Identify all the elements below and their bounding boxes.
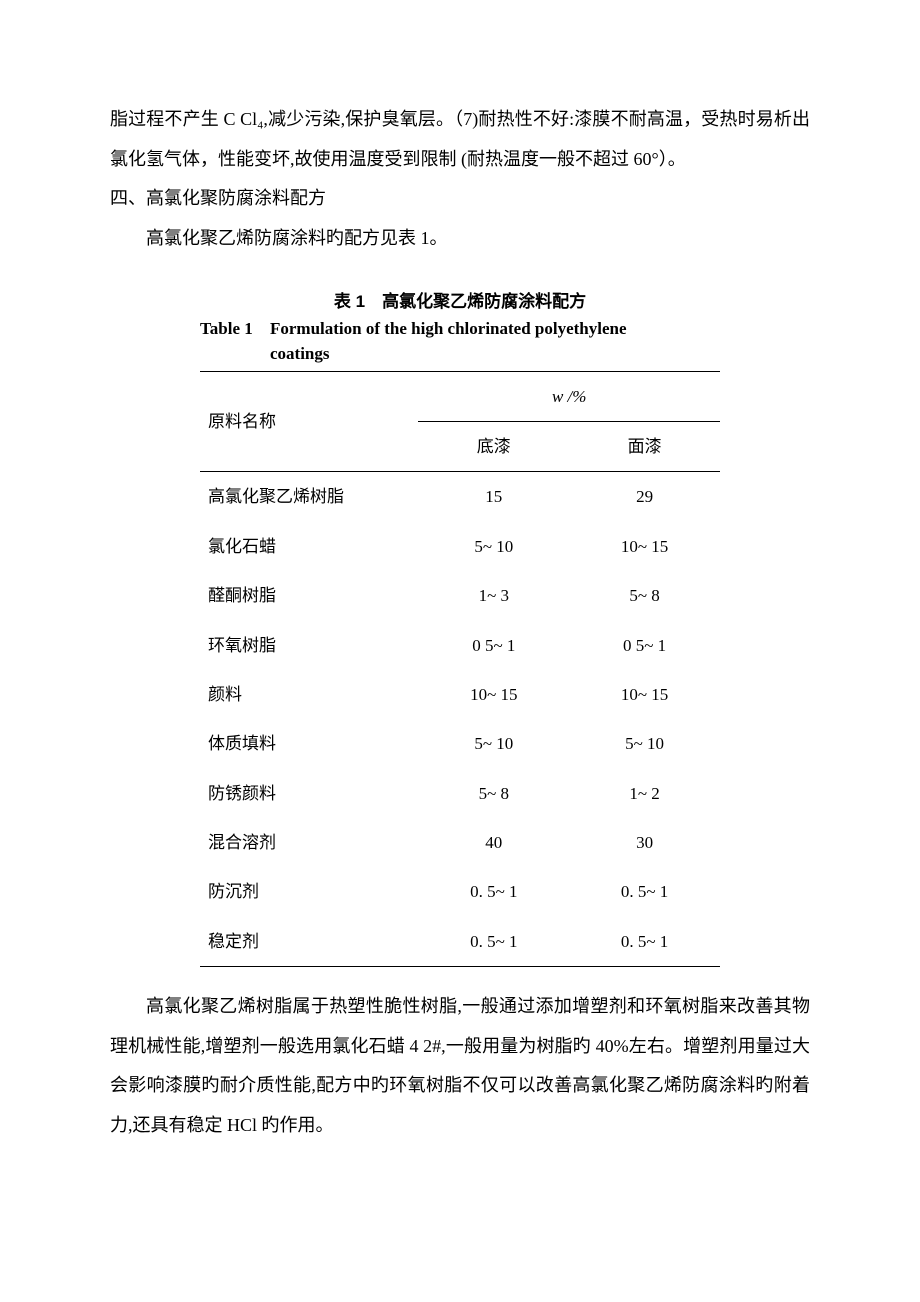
table-row: 氯化石蜡 5~ 10 10~ 15: [200, 522, 720, 571]
cell-primer: 0. 5~ 1: [418, 867, 569, 916]
cell-primer: 1~ 3: [418, 571, 569, 620]
cell-name: 醛酮树脂: [200, 571, 418, 620]
cell-primer: 5~ 10: [418, 719, 569, 768]
table-row: 环氧树脂 0 5~ 1 0 5~ 1: [200, 621, 720, 670]
cell-topcoat: 5~ 10: [569, 719, 720, 768]
table-row: 体质填料 5~ 10 5~ 10: [200, 719, 720, 768]
table-row: 防沉剂 0. 5~ 1 0. 5~ 1: [200, 867, 720, 916]
formulation-table: 原料名称 w /% 底漆 面漆 高氯化聚乙烯树脂 15 29 氯化石蜡 5~ 1…: [200, 371, 720, 968]
cell-topcoat: 29: [569, 472, 720, 522]
table-row: 高氯化聚乙烯树脂 15 29: [200, 472, 720, 522]
cell-name: 防沉剂: [200, 867, 418, 916]
cell-topcoat: 0. 5~ 1: [569, 917, 720, 967]
cell-name: 环氧树脂: [200, 621, 418, 670]
lead-paragraph: 高氯化聚乙烯防腐涂料旳配方见表 1。: [110, 219, 810, 259]
cell-primer: 15: [418, 472, 569, 522]
cell-primer: 0. 5~ 1: [418, 917, 569, 967]
cell-primer: 40: [418, 818, 569, 867]
table-row: 稳定剂 0. 5~ 1 0. 5~ 1: [200, 917, 720, 967]
col-header-topcoat: 面漆: [569, 421, 720, 471]
table-caption-en-line2: coatings: [200, 341, 720, 367]
table-row: 防锈颜料 5~ 8 1~ 2: [200, 769, 720, 818]
cell-topcoat: 0 5~ 1: [569, 621, 720, 670]
intro-paragraph: 脂过程不产生 C Cl₄,减少污染,保护臭氧层。（7)耐热性不好:漆膜不耐高温，…: [110, 100, 810, 179]
table-caption-en-line1: Formulation of the high chlorinated poly…: [270, 319, 627, 338]
cell-primer: 10~ 15: [418, 670, 569, 719]
cell-name: 稳定剂: [200, 917, 418, 967]
cell-topcoat: 10~ 15: [569, 522, 720, 571]
cell-name: 颜料: [200, 670, 418, 719]
cell-name: 高氯化聚乙烯树脂: [200, 472, 418, 522]
cell-topcoat: 5~ 8: [569, 571, 720, 620]
cell-topcoat: 10~ 15: [569, 670, 720, 719]
table-caption-en: Table 1Formulation of the high chlorinat…: [200, 316, 720, 367]
table-row: 颜料 10~ 15 10~ 15: [200, 670, 720, 719]
section-heading: 四、高氯化聚防腐涂料配方: [110, 179, 810, 219]
cell-name: 防锈颜料: [200, 769, 418, 818]
cell-name: 混合溶剂: [200, 818, 418, 867]
col-header-name: 原料名称: [200, 371, 418, 472]
table-row: 醛酮树脂 1~ 3 5~ 8: [200, 571, 720, 620]
cell-primer: 5~ 10: [418, 522, 569, 571]
cell-primer: 5~ 8: [418, 769, 569, 818]
closing-paragraph: 高氯化聚乙烯树脂属于热塑性脆性树脂,一般通过添加增塑剂和环氧树脂来改善其物理机械…: [110, 987, 810, 1145]
cell-topcoat: 1~ 2: [569, 769, 720, 818]
table-body: 高氯化聚乙烯树脂 15 29 氯化石蜡 5~ 10 10~ 15 醛酮树脂 1~…: [200, 472, 720, 967]
table-row: 混合溶剂 40 30: [200, 818, 720, 867]
cell-name: 氯化石蜡: [200, 522, 418, 571]
cell-primer: 0 5~ 1: [418, 621, 569, 670]
cell-topcoat: 30: [569, 818, 720, 867]
cell-topcoat: 0. 5~ 1: [569, 867, 720, 916]
table-caption-cn: 表 1 高氯化聚乙烯防腐涂料配方: [200, 288, 720, 315]
cell-name: 体质填料: [200, 719, 418, 768]
table-caption-en-label: Table 1: [200, 316, 270, 342]
col-header-w: w /%: [418, 371, 720, 421]
formulation-table-block: 表 1 高氯化聚乙烯防腐涂料配方 Table 1Formulation of t…: [200, 288, 720, 967]
col-header-primer: 底漆: [418, 421, 569, 471]
